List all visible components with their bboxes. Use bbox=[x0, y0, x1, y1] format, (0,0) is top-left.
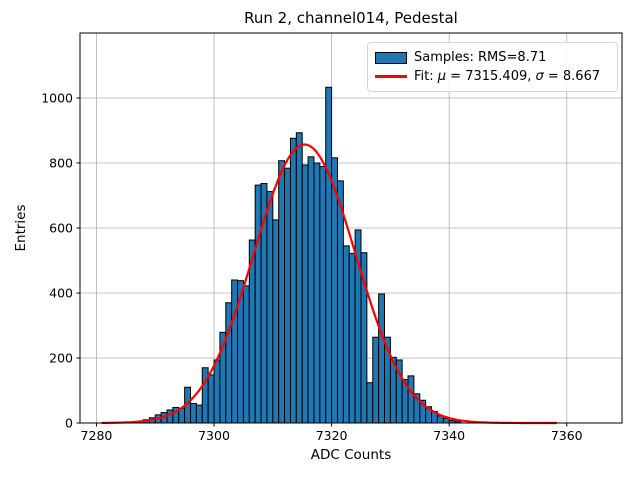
y-tick-label: 400 bbox=[49, 285, 73, 300]
histogram-bar bbox=[266, 191, 274, 424]
histogram-bar bbox=[213, 359, 221, 424]
histogram-bar bbox=[301, 164, 309, 424]
y-tick-label: 1000 bbox=[41, 90, 73, 105]
histogram-bar bbox=[284, 167, 291, 424]
histogram-bar bbox=[378, 293, 386, 424]
histogram-bar bbox=[319, 166, 327, 424]
mu-symbol: μ bbox=[437, 69, 447, 84]
histogram-bar bbox=[313, 162, 321, 424]
histogram-bar bbox=[225, 302, 233, 424]
x-axis-label: ADC Counts bbox=[310, 447, 392, 463]
histogram-bar bbox=[278, 160, 286, 424]
fit-line-icon bbox=[375, 75, 407, 78]
histogram-bar bbox=[366, 382, 374, 424]
sigma-symbol: σ bbox=[535, 69, 544, 84]
histogram-bar bbox=[442, 417, 450, 424]
x-tick-label: 7280 bbox=[81, 428, 113, 443]
histogram-bar bbox=[195, 404, 203, 424]
histogram-bar bbox=[272, 219, 280, 424]
fit-curve bbox=[101, 143, 558, 425]
legend-entry-samples: Samples: RMS=8.71 bbox=[375, 49, 611, 67]
histogram-bar bbox=[336, 180, 344, 424]
y-tick-label: 0 bbox=[65, 415, 73, 430]
histogram-bar bbox=[190, 403, 197, 424]
histogram-bar bbox=[254, 184, 262, 424]
histogram-bar bbox=[307, 156, 315, 424]
histogram-bar bbox=[178, 407, 186, 424]
histogram-bar bbox=[242, 285, 250, 424]
x-tick-label: 7300 bbox=[198, 428, 230, 443]
legend: Samples: RMS=8.71 Fit: μ = 7315.409, σ =… bbox=[367, 42, 618, 92]
x-tick-label: 7340 bbox=[433, 428, 465, 443]
histogram-swatch-icon bbox=[375, 51, 407, 64]
legend-fit-label: Fit: μ = 7315.409, σ = 8.667 bbox=[414, 69, 601, 84]
histogram-bar bbox=[207, 374, 215, 424]
x-tick-label: 7360 bbox=[551, 428, 583, 443]
y-tick-label: 200 bbox=[49, 350, 73, 365]
y-tick-label: 600 bbox=[49, 220, 73, 235]
x-tick-label: 7320 bbox=[316, 428, 348, 443]
y-tick-label: 800 bbox=[49, 155, 73, 170]
histogram-bar bbox=[231, 279, 239, 424]
chart-title: Run 2, channel014, Pedestal bbox=[244, 9, 458, 27]
histogram-bar bbox=[348, 252, 356, 424]
histogram-bar bbox=[325, 86, 333, 424]
legend-entry-fit: Fit: μ = 7315.409, σ = 8.667 bbox=[375, 68, 611, 86]
histogram-bar bbox=[289, 137, 297, 424]
legend-samples-label: Samples: RMS=8.71 bbox=[414, 50, 547, 65]
histogram-bar bbox=[342, 245, 350, 424]
histogram-bar bbox=[407, 375, 415, 424]
histogram-bar bbox=[295, 132, 303, 424]
histogram-bar bbox=[372, 336, 380, 424]
